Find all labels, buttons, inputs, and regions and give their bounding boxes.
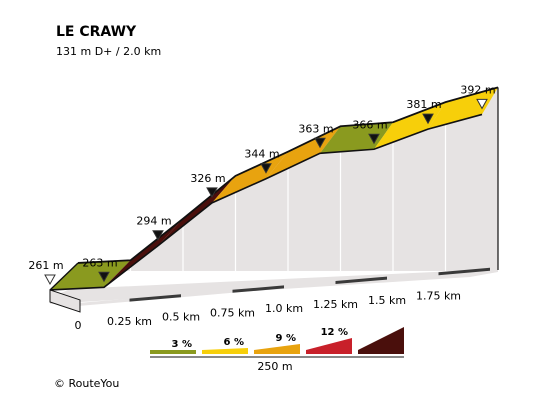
altitude-marker-icon bbox=[152, 230, 164, 241]
x-tick-label: 0.25 km bbox=[107, 315, 152, 328]
altitude-marker-icon bbox=[422, 113, 434, 125]
x-tick-label: 1.25 km bbox=[313, 298, 358, 311]
profile-layer: 261 m 263 m 294 m 326 m 344 m 363 m 366 m 381 m… bbox=[28, 83, 499, 332]
altitude-label: 344 m bbox=[244, 148, 279, 161]
profile-back-edge bbox=[77, 86, 499, 264]
altitude-marker-icon bbox=[314, 137, 326, 149]
chart-title: LE CRAWY bbox=[56, 24, 137, 40]
altitude-label: 363 m bbox=[298, 122, 333, 135]
x-tick-label: 0.5 km bbox=[162, 311, 200, 324]
profile-base-segment bbox=[387, 272, 439, 280]
altitude-marker-icon bbox=[368, 133, 380, 145]
legend-swatch bbox=[358, 327, 404, 354]
altitude-marker-icon bbox=[476, 98, 488, 110]
x-tick-label: 1.75 km bbox=[416, 290, 461, 303]
profile-base-segment bbox=[129, 294, 181, 302]
profile-left-edge bbox=[49, 262, 79, 291]
legend-swatch bbox=[306, 338, 352, 354]
legend-label: 9 % bbox=[276, 333, 296, 344]
altitude-label: 326 m bbox=[190, 172, 225, 185]
altitude-label: 263 m bbox=[82, 256, 117, 269]
legend-swatch bbox=[150, 350, 196, 354]
legend-label: 12 % bbox=[321, 327, 348, 338]
profile-segment bbox=[158, 175, 236, 246]
altitude-marker-icon bbox=[206, 187, 218, 198]
legend-label: 6 % bbox=[224, 337, 244, 348]
gradient-legend: 3 % 6 % 9 % 12 % bbox=[150, 327, 404, 358]
profile-front-edge bbox=[49, 113, 483, 291]
altitude-label: 392 m bbox=[460, 83, 495, 96]
altitude-label: 294 m bbox=[136, 215, 171, 228]
credit-text: © RouteYou bbox=[54, 377, 119, 390]
profile-base-segment bbox=[78, 298, 130, 306]
profile-base-segment bbox=[232, 285, 284, 293]
profile-segment bbox=[104, 218, 183, 288]
altitude-marker-icon bbox=[260, 163, 272, 174]
profile-base-segment bbox=[284, 281, 336, 289]
altitude-label: 261 m bbox=[28, 259, 63, 272]
profile-segment bbox=[320, 122, 393, 154]
x-tick-label: 1.0 km bbox=[265, 302, 303, 315]
altitude-marker-icon bbox=[98, 271, 110, 283]
profile-base-segment bbox=[438, 267, 490, 276]
x-tick-label: 0 bbox=[75, 319, 82, 332]
x-tick-label: 1.5 km bbox=[368, 294, 406, 307]
legend-label: 3 % bbox=[172, 339, 192, 350]
profile-segment bbox=[50, 260, 131, 290]
legend-swatch bbox=[202, 348, 248, 354]
scale-label: 250 m bbox=[257, 360, 292, 373]
altitude-label: 381 m bbox=[406, 98, 441, 111]
profile-front-face bbox=[49, 289, 81, 313]
altitude-label: 366 m bbox=[352, 118, 387, 131]
profile-segment bbox=[428, 87, 498, 130]
profile-base-segment bbox=[335, 276, 387, 284]
legend-swatch bbox=[254, 344, 300, 354]
profile-base-segment bbox=[181, 289, 233, 298]
altitude-marker-icon bbox=[44, 274, 56, 285]
x-tick-label: 0.75 km bbox=[210, 306, 255, 319]
chart-subtitle: 131 m D+ / 2.0 km bbox=[56, 45, 161, 58]
